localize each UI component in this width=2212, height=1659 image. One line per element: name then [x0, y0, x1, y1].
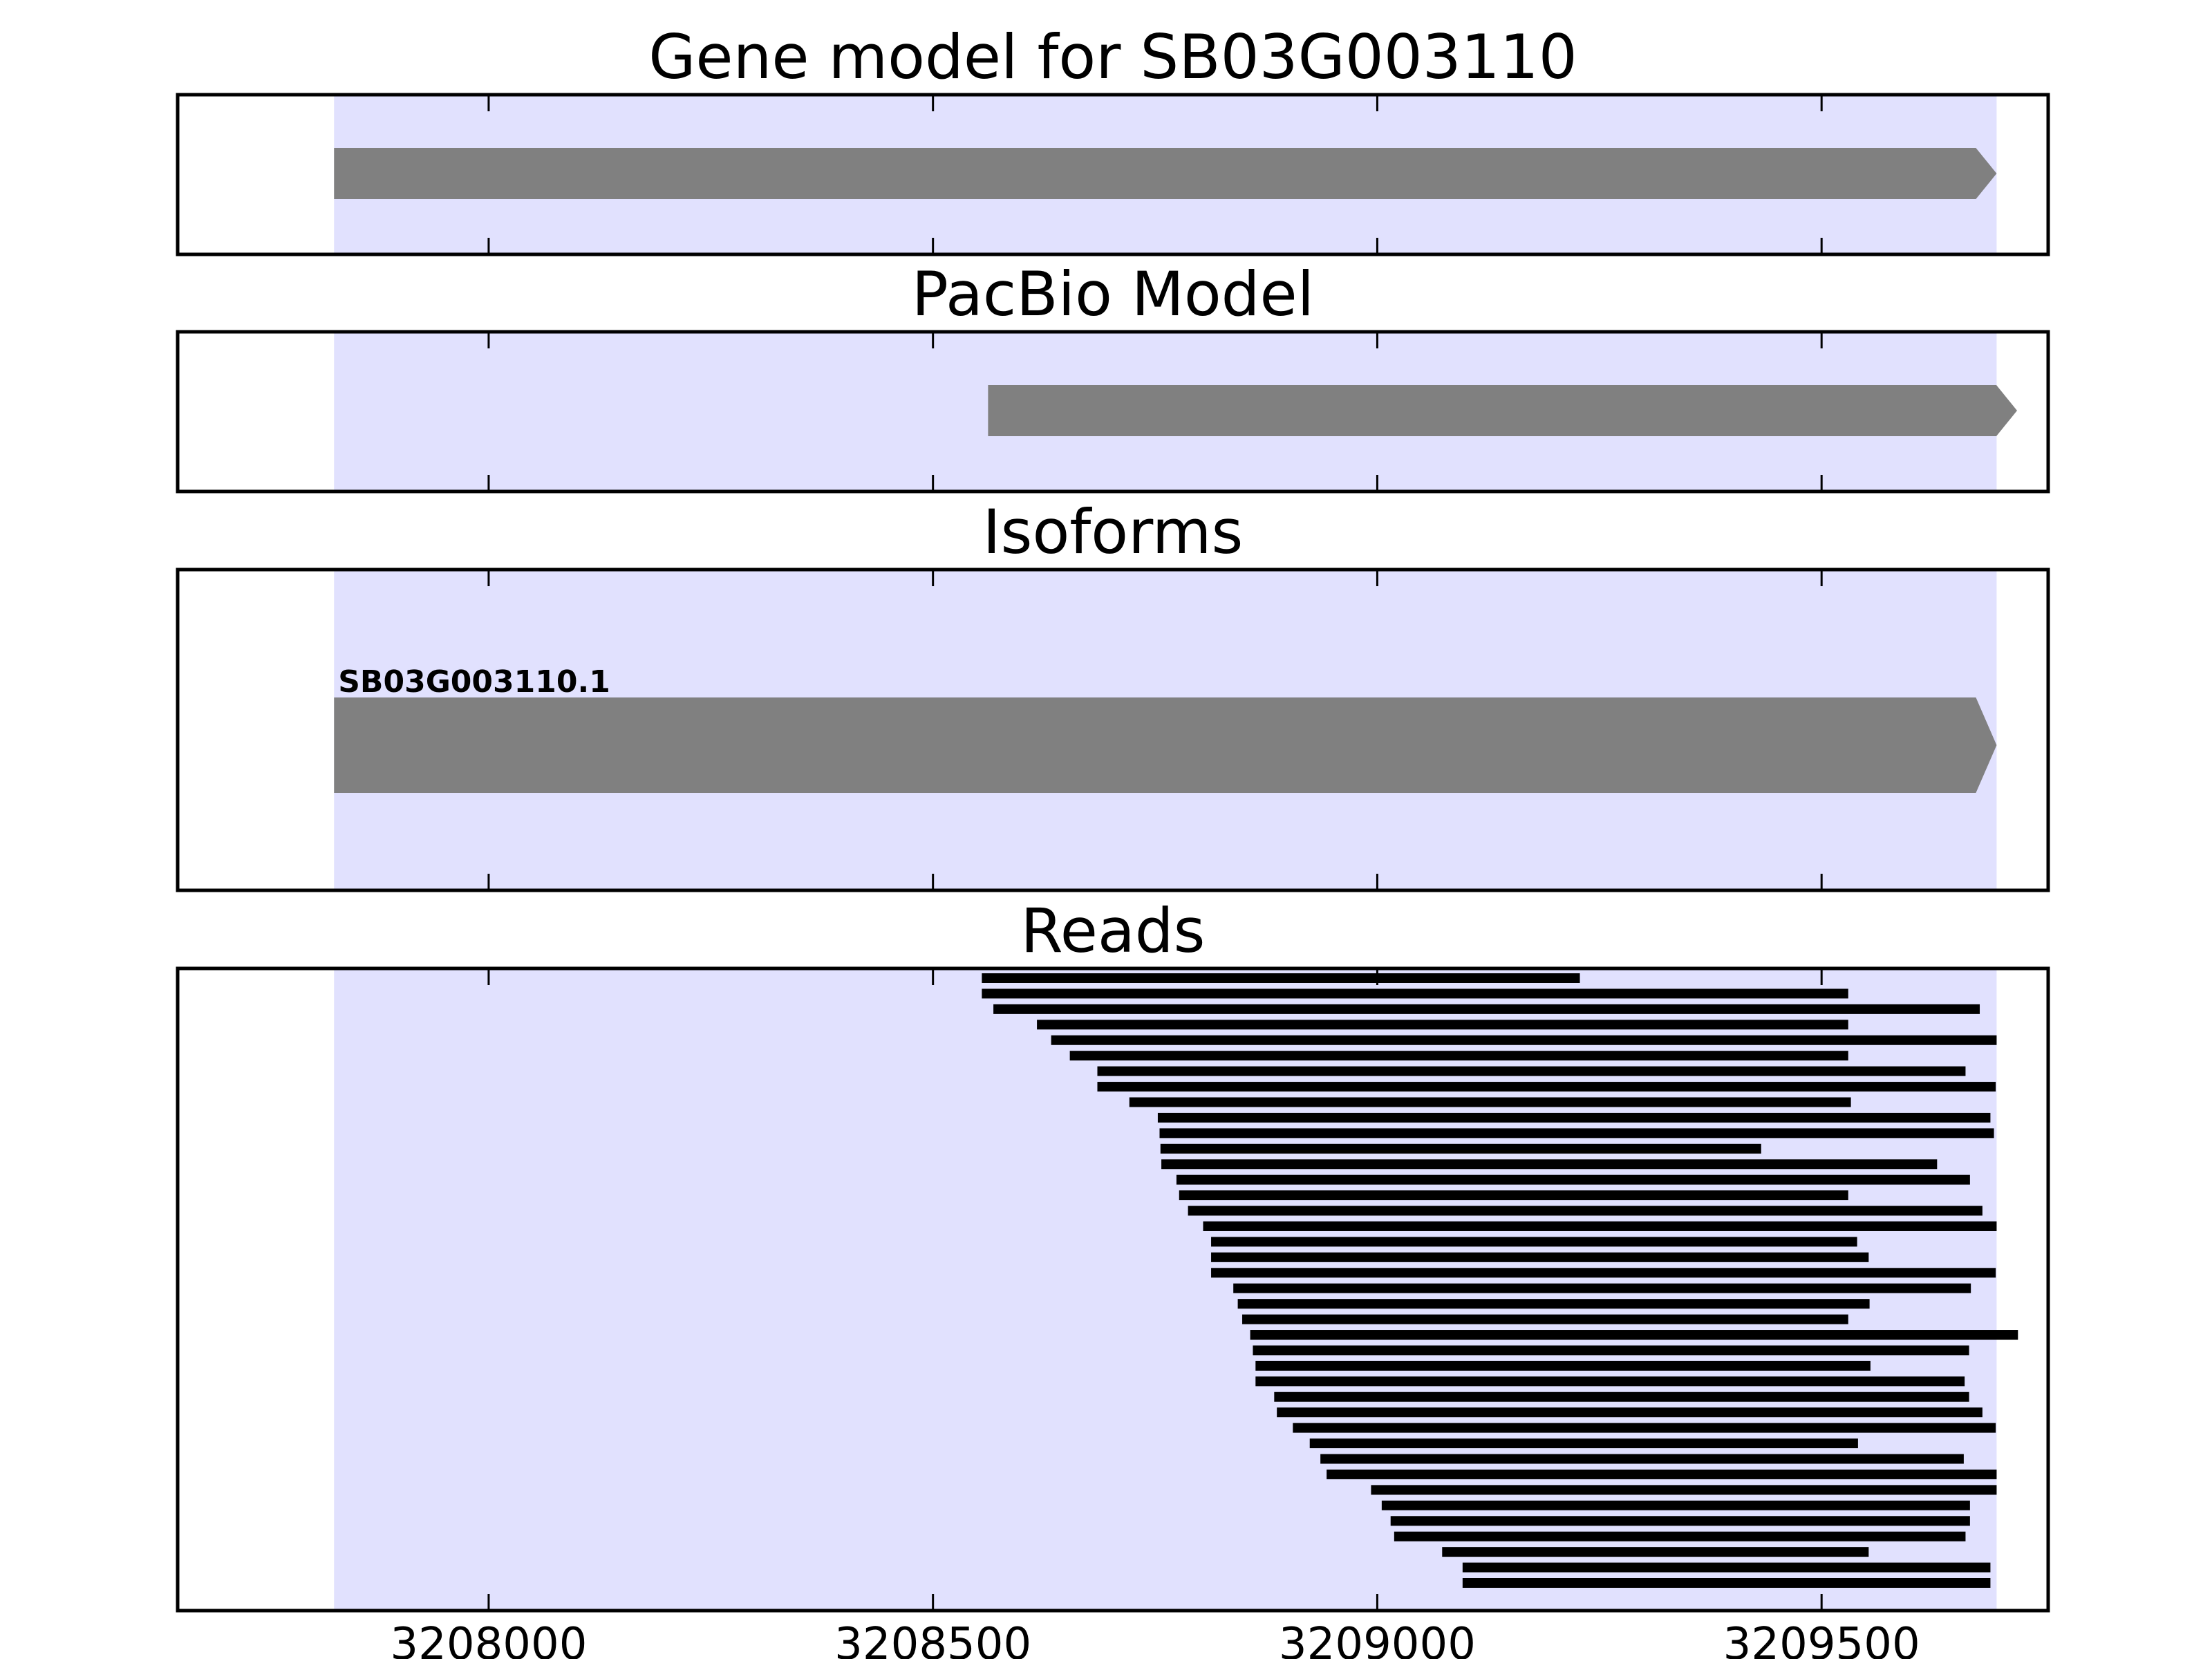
read-bar: [1233, 1283, 1971, 1293]
read-bar: [1129, 1097, 1851, 1107]
x-tick-label: 3208500: [834, 1619, 1031, 1659]
read-bar: [1160, 1143, 1761, 1154]
isoform-label: SB03G003110.1: [338, 664, 610, 700]
read-bar: [1203, 1221, 1997, 1231]
panel-frame: [176, 568, 2050, 892]
panel-1: Gene model for SB03G003110: [176, 21, 2050, 256]
read-bar: [1394, 1531, 1966, 1541]
read-bar: [982, 973, 1580, 983]
x-tick-label: 3208000: [390, 1619, 587, 1659]
read-bar: [1255, 1376, 1965, 1387]
read-bar: [1255, 1360, 1871, 1371]
read-bar: [1242, 1314, 1848, 1324]
feature-bar: [334, 697, 1997, 793]
panel-4: Reads 3208000 3208500 3209000 3209500: [176, 895, 2050, 1659]
feature-bar: [988, 385, 2018, 436]
panel-frame: [176, 93, 2050, 256]
read-bar: [1211, 1237, 1857, 1247]
read-bar: [1293, 1423, 1996, 1433]
panel-title: Isoforms: [983, 496, 1244, 568]
read-bar: [1327, 1469, 1997, 1479]
read-bar: [1069, 1051, 1848, 1061]
read-bar: [1159, 1128, 1994, 1138]
read-bar: [1277, 1407, 1983, 1418]
read-bar: [1211, 1268, 1996, 1278]
read-bar: [993, 1004, 1980, 1014]
read-bar: [1250, 1330, 2018, 1340]
read-bar: [1161, 1159, 1938, 1170]
read-bar: [1462, 1578, 1991, 1588]
read-bar: [1157, 1112, 1991, 1123]
read-bar: [1462, 1562, 1991, 1573]
read-bar: [1097, 1066, 1966, 1076]
read-bar: [1037, 1020, 1848, 1030]
read-bar: [1274, 1391, 1969, 1402]
x-tick-label: 3209500: [1723, 1619, 1920, 1659]
panel-frame: [176, 966, 2050, 1613]
panel-3: Isoforms SB03G003110.1: [176, 496, 2050, 892]
x-tick-label: 3209000: [1279, 1619, 1476, 1659]
read-bar: [1176, 1174, 1970, 1185]
read-bar: [1097, 1082, 1996, 1092]
read-bar: [1179, 1190, 1848, 1201]
feature-bar: [334, 148, 1997, 199]
read-bar: [1211, 1252, 1869, 1262]
read-bar: [1381, 1500, 1970, 1510]
panel-title: PacBio Model: [912, 259, 1314, 330]
read-bar: [1442, 1547, 1869, 1557]
read-bar: [1320, 1454, 1964, 1464]
read-bar: [1309, 1438, 1858, 1449]
read-bar: [982, 988, 1848, 999]
read-bar: [1253, 1345, 1969, 1356]
read-bar: [1237, 1299, 1870, 1309]
read-bar: [1390, 1516, 1970, 1526]
panel-frame: [176, 330, 2050, 494]
read-bar: [1188, 1206, 1983, 1216]
panel-2: PacBio Model: [176, 259, 2050, 494]
panel-title: Reads: [1021, 895, 1206, 966]
read-bar: [1051, 1035, 1997, 1045]
panel-title: Gene model for SB03G003110: [648, 21, 1577, 93]
read-bar: [1371, 1485, 1997, 1495]
